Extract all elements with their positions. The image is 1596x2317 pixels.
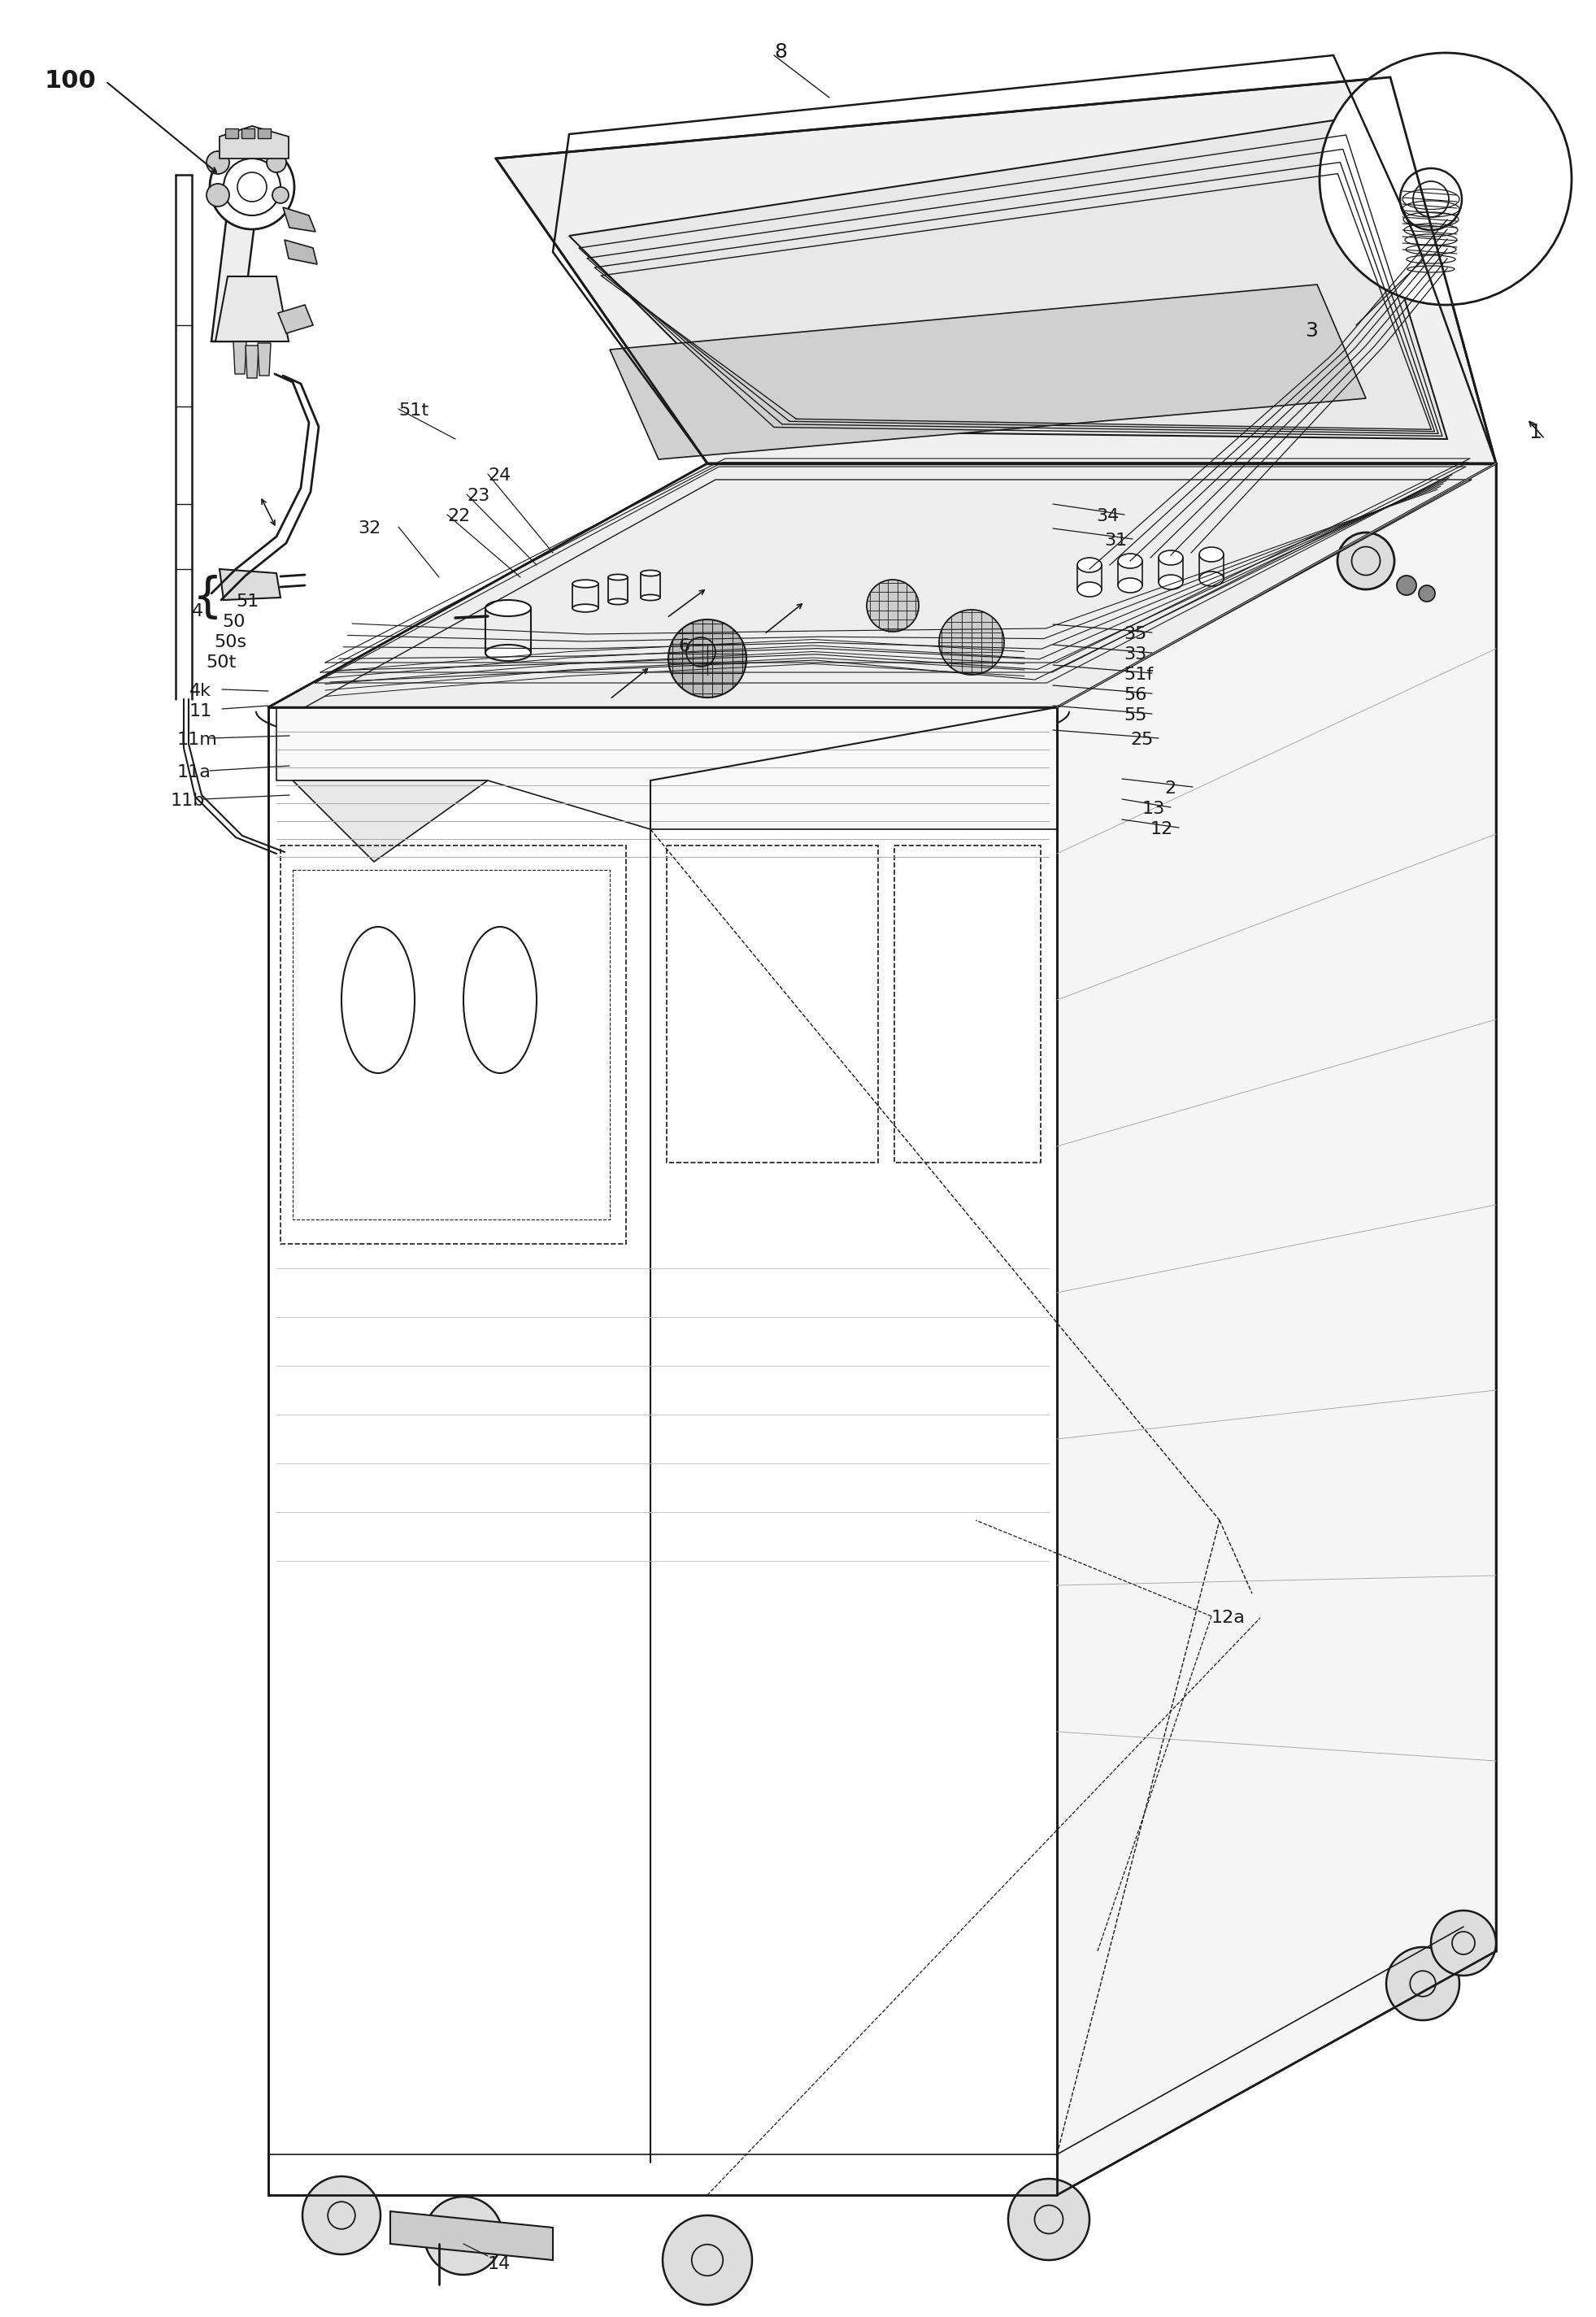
Ellipse shape	[1159, 575, 1183, 589]
Ellipse shape	[1077, 582, 1101, 598]
Text: 50t: 50t	[206, 653, 236, 670]
Circle shape	[867, 579, 919, 633]
Ellipse shape	[485, 600, 531, 616]
Circle shape	[1432, 1912, 1495, 1976]
Polygon shape	[570, 118, 1448, 438]
Ellipse shape	[640, 595, 661, 600]
Text: 14: 14	[488, 2257, 511, 2273]
Text: 32: 32	[358, 521, 381, 538]
Circle shape	[1400, 169, 1462, 229]
Polygon shape	[257, 343, 271, 375]
Ellipse shape	[1199, 547, 1224, 561]
Text: 56: 56	[1124, 686, 1146, 704]
Ellipse shape	[608, 575, 627, 579]
Text: 3: 3	[1306, 322, 1318, 341]
Text: 25: 25	[1130, 732, 1154, 748]
Ellipse shape	[608, 598, 627, 605]
Polygon shape	[282, 206, 316, 232]
Polygon shape	[276, 707, 1057, 829]
Polygon shape	[268, 707, 1057, 2194]
Text: 35: 35	[1124, 626, 1146, 642]
Text: 11m: 11m	[177, 732, 217, 748]
Ellipse shape	[463, 927, 536, 1073]
Ellipse shape	[1117, 577, 1143, 593]
Circle shape	[209, 144, 294, 229]
Text: 51t: 51t	[399, 403, 429, 419]
Circle shape	[1009, 2178, 1090, 2259]
Polygon shape	[211, 174, 260, 341]
Circle shape	[1419, 586, 1435, 602]
Polygon shape	[391, 2210, 552, 2259]
Text: 11: 11	[190, 704, 212, 721]
Text: 34: 34	[1096, 507, 1119, 524]
Text: 12: 12	[1151, 820, 1173, 836]
Text: 13: 13	[1143, 802, 1165, 818]
Text: {: {	[192, 575, 222, 621]
Circle shape	[1320, 53, 1572, 306]
Circle shape	[206, 151, 230, 174]
Text: 24: 24	[488, 468, 511, 484]
Circle shape	[273, 188, 289, 204]
Polygon shape	[284, 241, 318, 264]
Circle shape	[938, 609, 1004, 674]
Text: 51: 51	[236, 593, 259, 609]
Text: 100: 100	[45, 70, 96, 93]
Circle shape	[303, 2176, 380, 2254]
Ellipse shape	[1117, 554, 1143, 568]
Text: 6: 6	[678, 637, 691, 653]
Text: 55: 55	[1124, 707, 1148, 723]
Text: 51f: 51f	[1124, 667, 1152, 684]
Ellipse shape	[1159, 551, 1183, 565]
Ellipse shape	[342, 927, 415, 1073]
Text: 12a: 12a	[1211, 1610, 1245, 1627]
Circle shape	[1337, 533, 1395, 589]
Polygon shape	[233, 341, 246, 373]
Polygon shape	[268, 463, 1495, 707]
Polygon shape	[292, 781, 488, 862]
Circle shape	[1387, 1946, 1459, 2020]
Polygon shape	[220, 125, 289, 158]
Polygon shape	[241, 127, 254, 139]
Ellipse shape	[573, 579, 598, 589]
Circle shape	[662, 2215, 752, 2305]
Ellipse shape	[573, 605, 598, 612]
Ellipse shape	[1199, 572, 1224, 586]
Polygon shape	[278, 306, 313, 334]
Polygon shape	[610, 285, 1366, 459]
Polygon shape	[246, 345, 259, 378]
Circle shape	[669, 619, 747, 697]
Text: 23: 23	[466, 489, 490, 505]
Circle shape	[267, 153, 286, 171]
Polygon shape	[257, 127, 271, 139]
Text: 33: 33	[1124, 646, 1146, 663]
Circle shape	[425, 2197, 503, 2275]
Polygon shape	[225, 127, 238, 139]
Text: 4k: 4k	[190, 684, 211, 700]
Text: 11b: 11b	[171, 792, 206, 809]
Ellipse shape	[640, 570, 661, 577]
Text: 31: 31	[1104, 533, 1127, 549]
Text: 50: 50	[222, 614, 246, 630]
Text: 11a: 11a	[177, 765, 211, 781]
Polygon shape	[1057, 463, 1495, 2194]
Text: 8: 8	[774, 42, 787, 63]
Text: 22: 22	[447, 507, 471, 524]
Polygon shape	[215, 276, 289, 341]
Circle shape	[1396, 575, 1416, 595]
Text: 1: 1	[1529, 422, 1542, 443]
Ellipse shape	[485, 644, 531, 660]
Text: 2: 2	[1163, 781, 1176, 797]
Polygon shape	[496, 76, 1495, 463]
Text: 50s: 50s	[214, 635, 246, 651]
Polygon shape	[220, 570, 281, 600]
Circle shape	[206, 183, 230, 206]
Ellipse shape	[1077, 558, 1101, 572]
Text: 4: 4	[192, 602, 203, 619]
